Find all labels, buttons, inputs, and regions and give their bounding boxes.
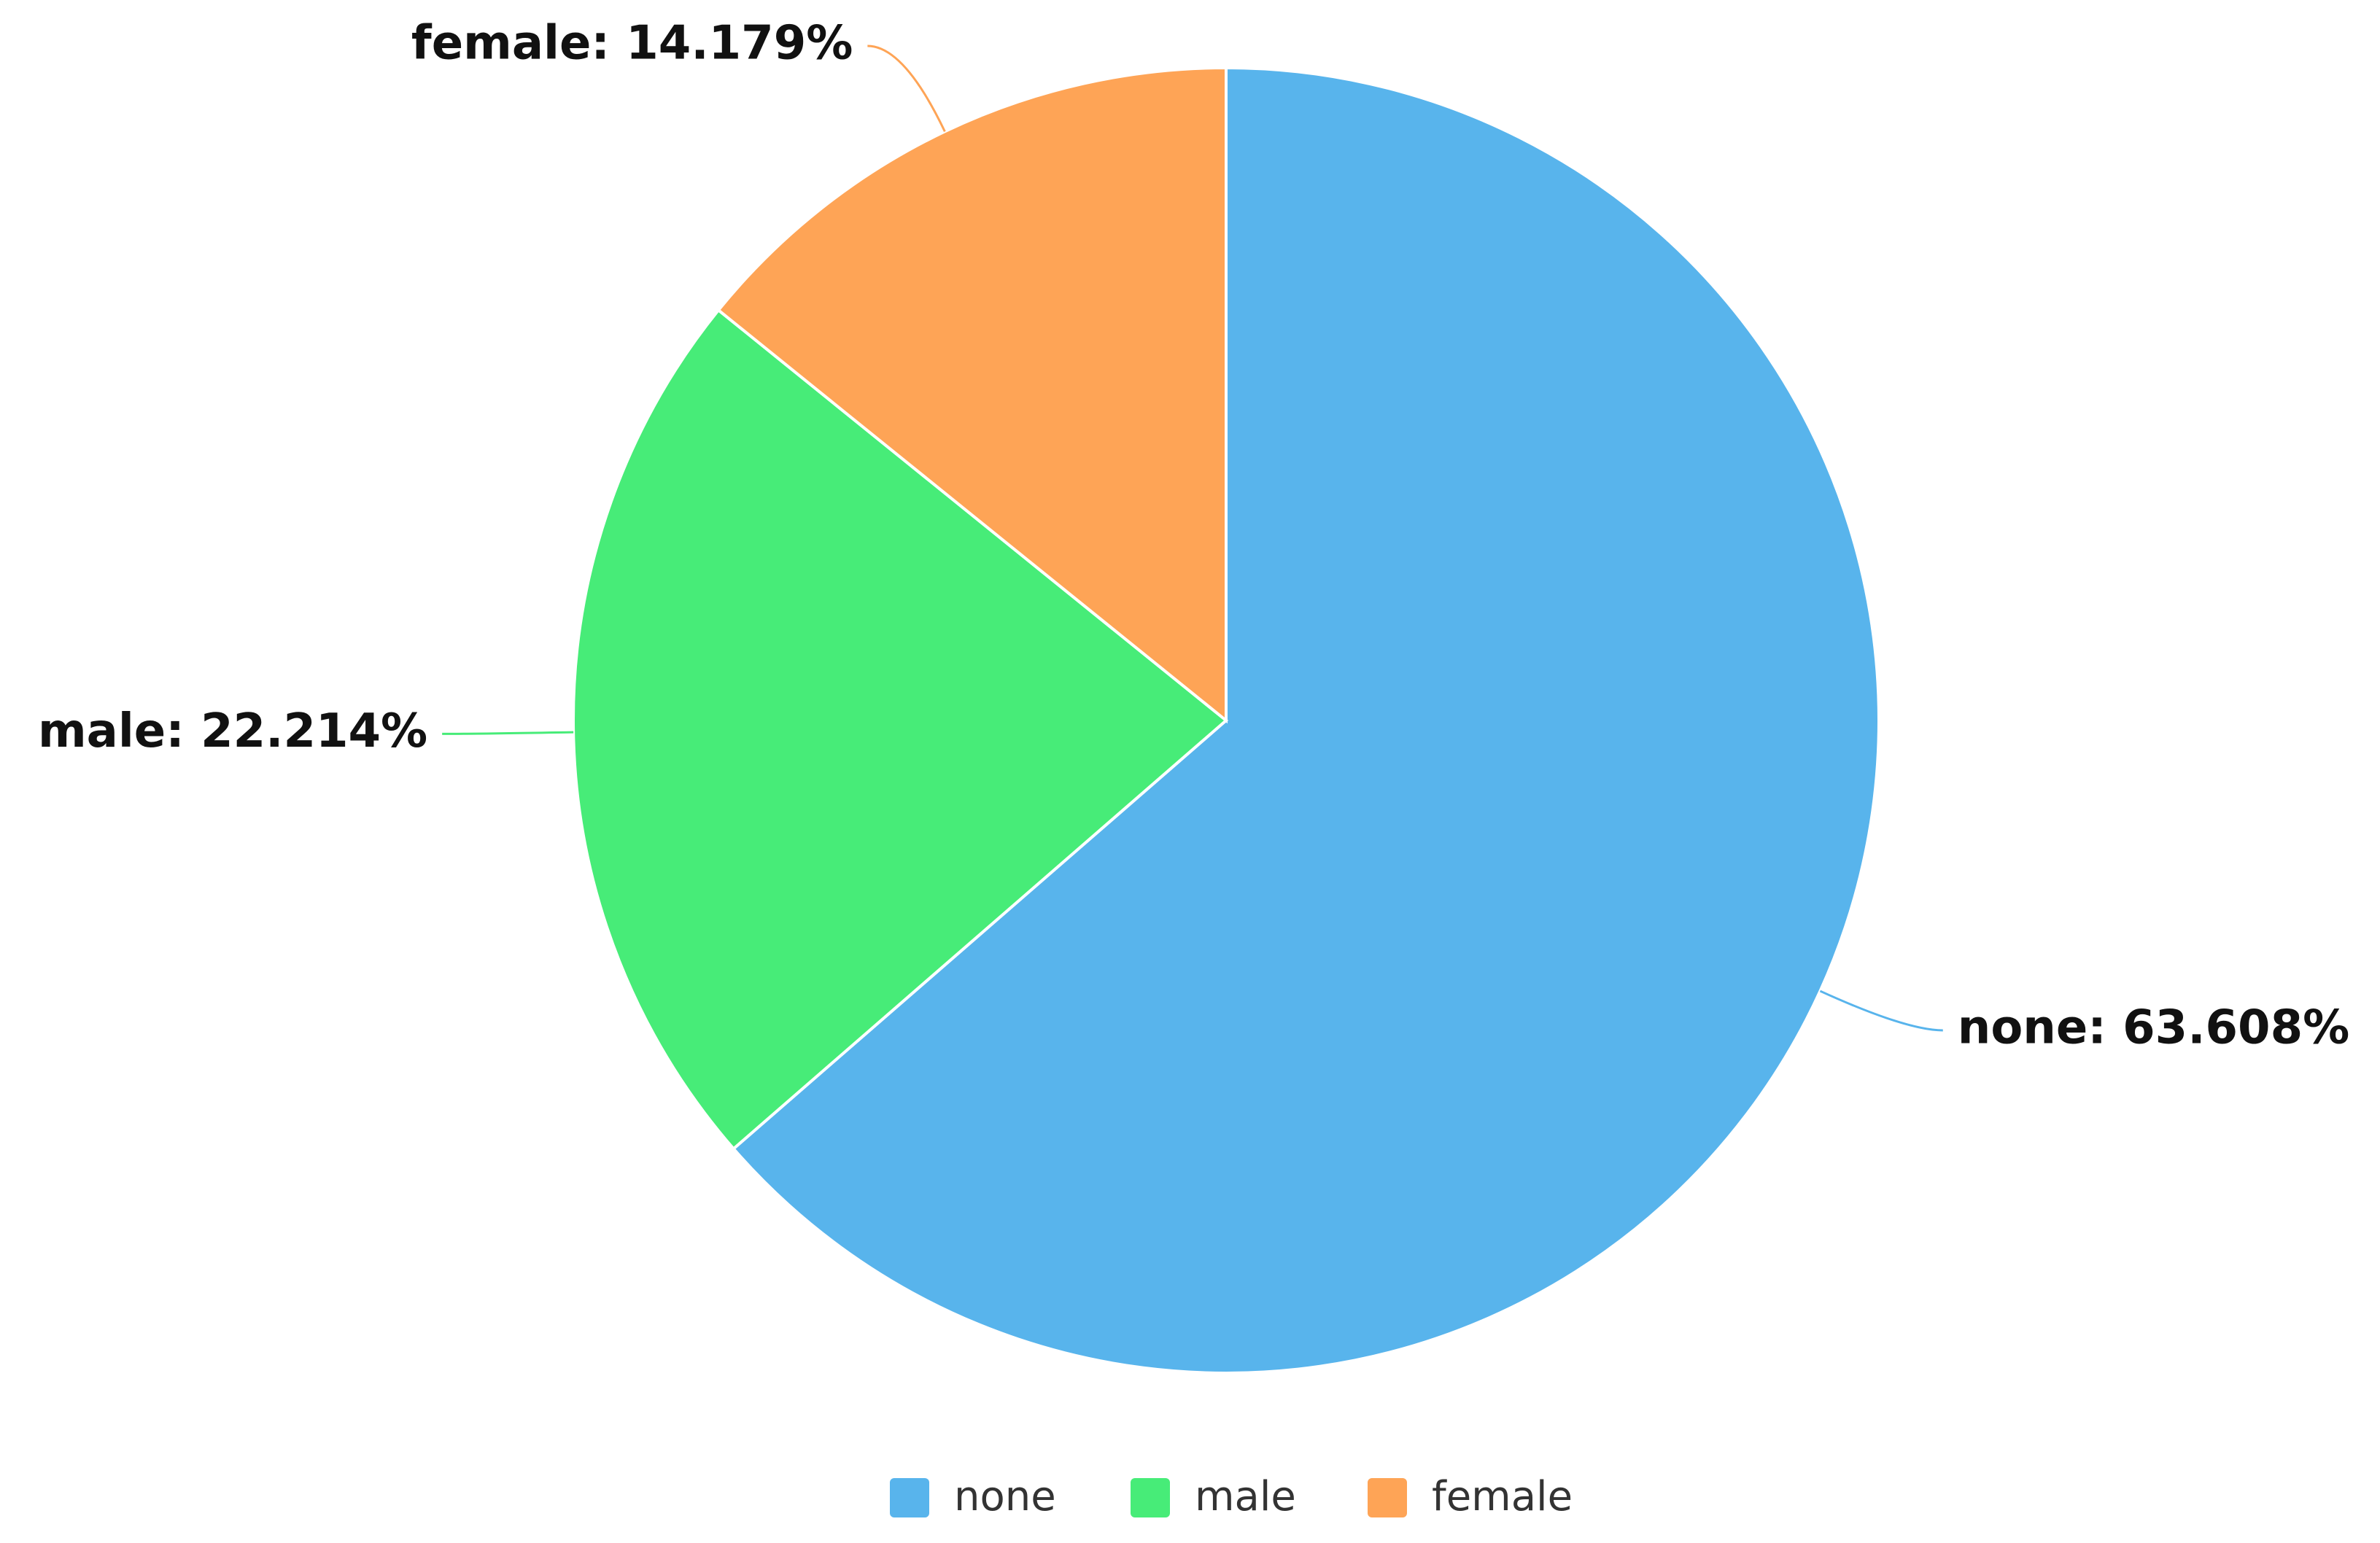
legend-label: male bbox=[1195, 1473, 1296, 1520]
leader-line bbox=[1819, 990, 1943, 1032]
leader-line bbox=[442, 731, 574, 735]
legend-swatch bbox=[890, 1478, 929, 1517]
leader-line bbox=[867, 44, 946, 132]
legend-swatch bbox=[1131, 1478, 1170, 1517]
legend-label: none bbox=[954, 1473, 1056, 1520]
data-label: none: 63.608% bbox=[1958, 1001, 2349, 1055]
legend-swatch bbox=[1368, 1478, 1407, 1517]
pie-slice bbox=[731, 66, 1880, 1375]
data-label: male: 22.214% bbox=[38, 704, 427, 758]
pie-slice bbox=[572, 308, 1229, 1151]
legend-label: female bbox=[1432, 1473, 1573, 1520]
data-label: female: 14.179% bbox=[411, 17, 853, 71]
